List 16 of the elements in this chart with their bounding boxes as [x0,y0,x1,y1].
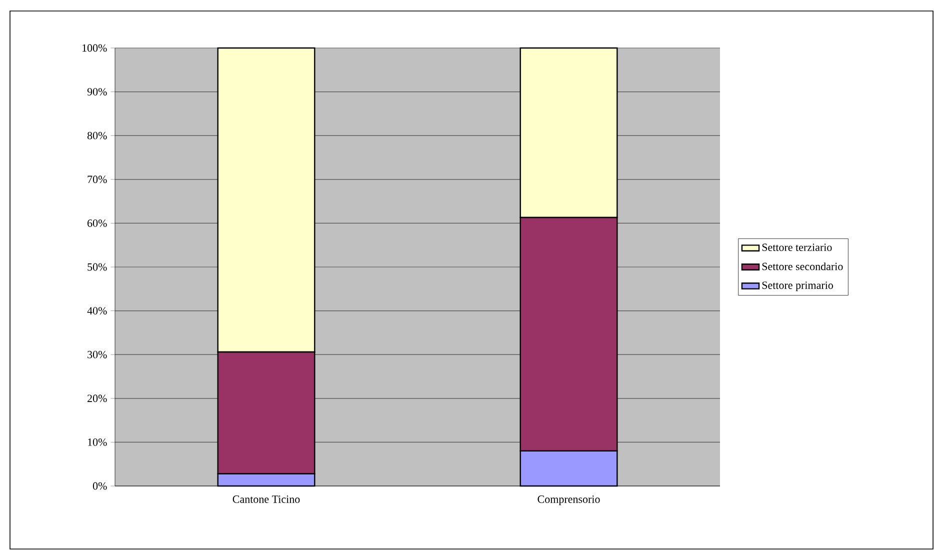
y-tick-label: 20% [88,394,107,402]
y-tick-label: 30% [88,350,107,358]
legend-label: Settore secondario [762,262,843,270]
y-tick-label: 70% [88,176,107,184]
y-tick-label: 80% [87,132,107,140]
y-tick-label: 0% [92,482,107,490]
y-tick-label: 100% [82,44,107,52]
legend-label: Settore terziario [762,244,832,252]
y-tick-label: 90% [87,88,107,96]
y-tick-label: 40% [87,307,107,315]
y-tick-label: 50% [88,263,107,271]
x-tick-label: Comprensorio [538,496,600,506]
x-tick-label: Cantone Ticino [232,496,300,503]
y-tick-label: 10% [88,438,107,446]
y-tick-label: 60% [88,219,107,227]
legend-label: Settore primario [762,282,834,292]
